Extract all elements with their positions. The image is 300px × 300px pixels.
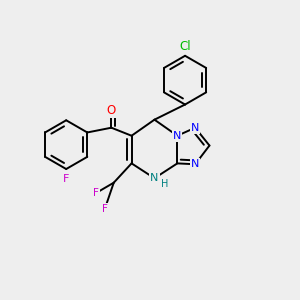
Text: H: H [161,178,168,189]
Text: N: N [191,123,200,133]
Text: N: N [191,159,200,169]
Text: Cl: Cl [179,40,191,53]
Text: F: F [93,188,99,198]
Text: F: F [63,173,69,184]
Text: N: N [150,173,159,183]
Text: F: F [102,204,108,214]
Text: O: O [107,104,116,117]
Text: N: N [173,131,182,141]
